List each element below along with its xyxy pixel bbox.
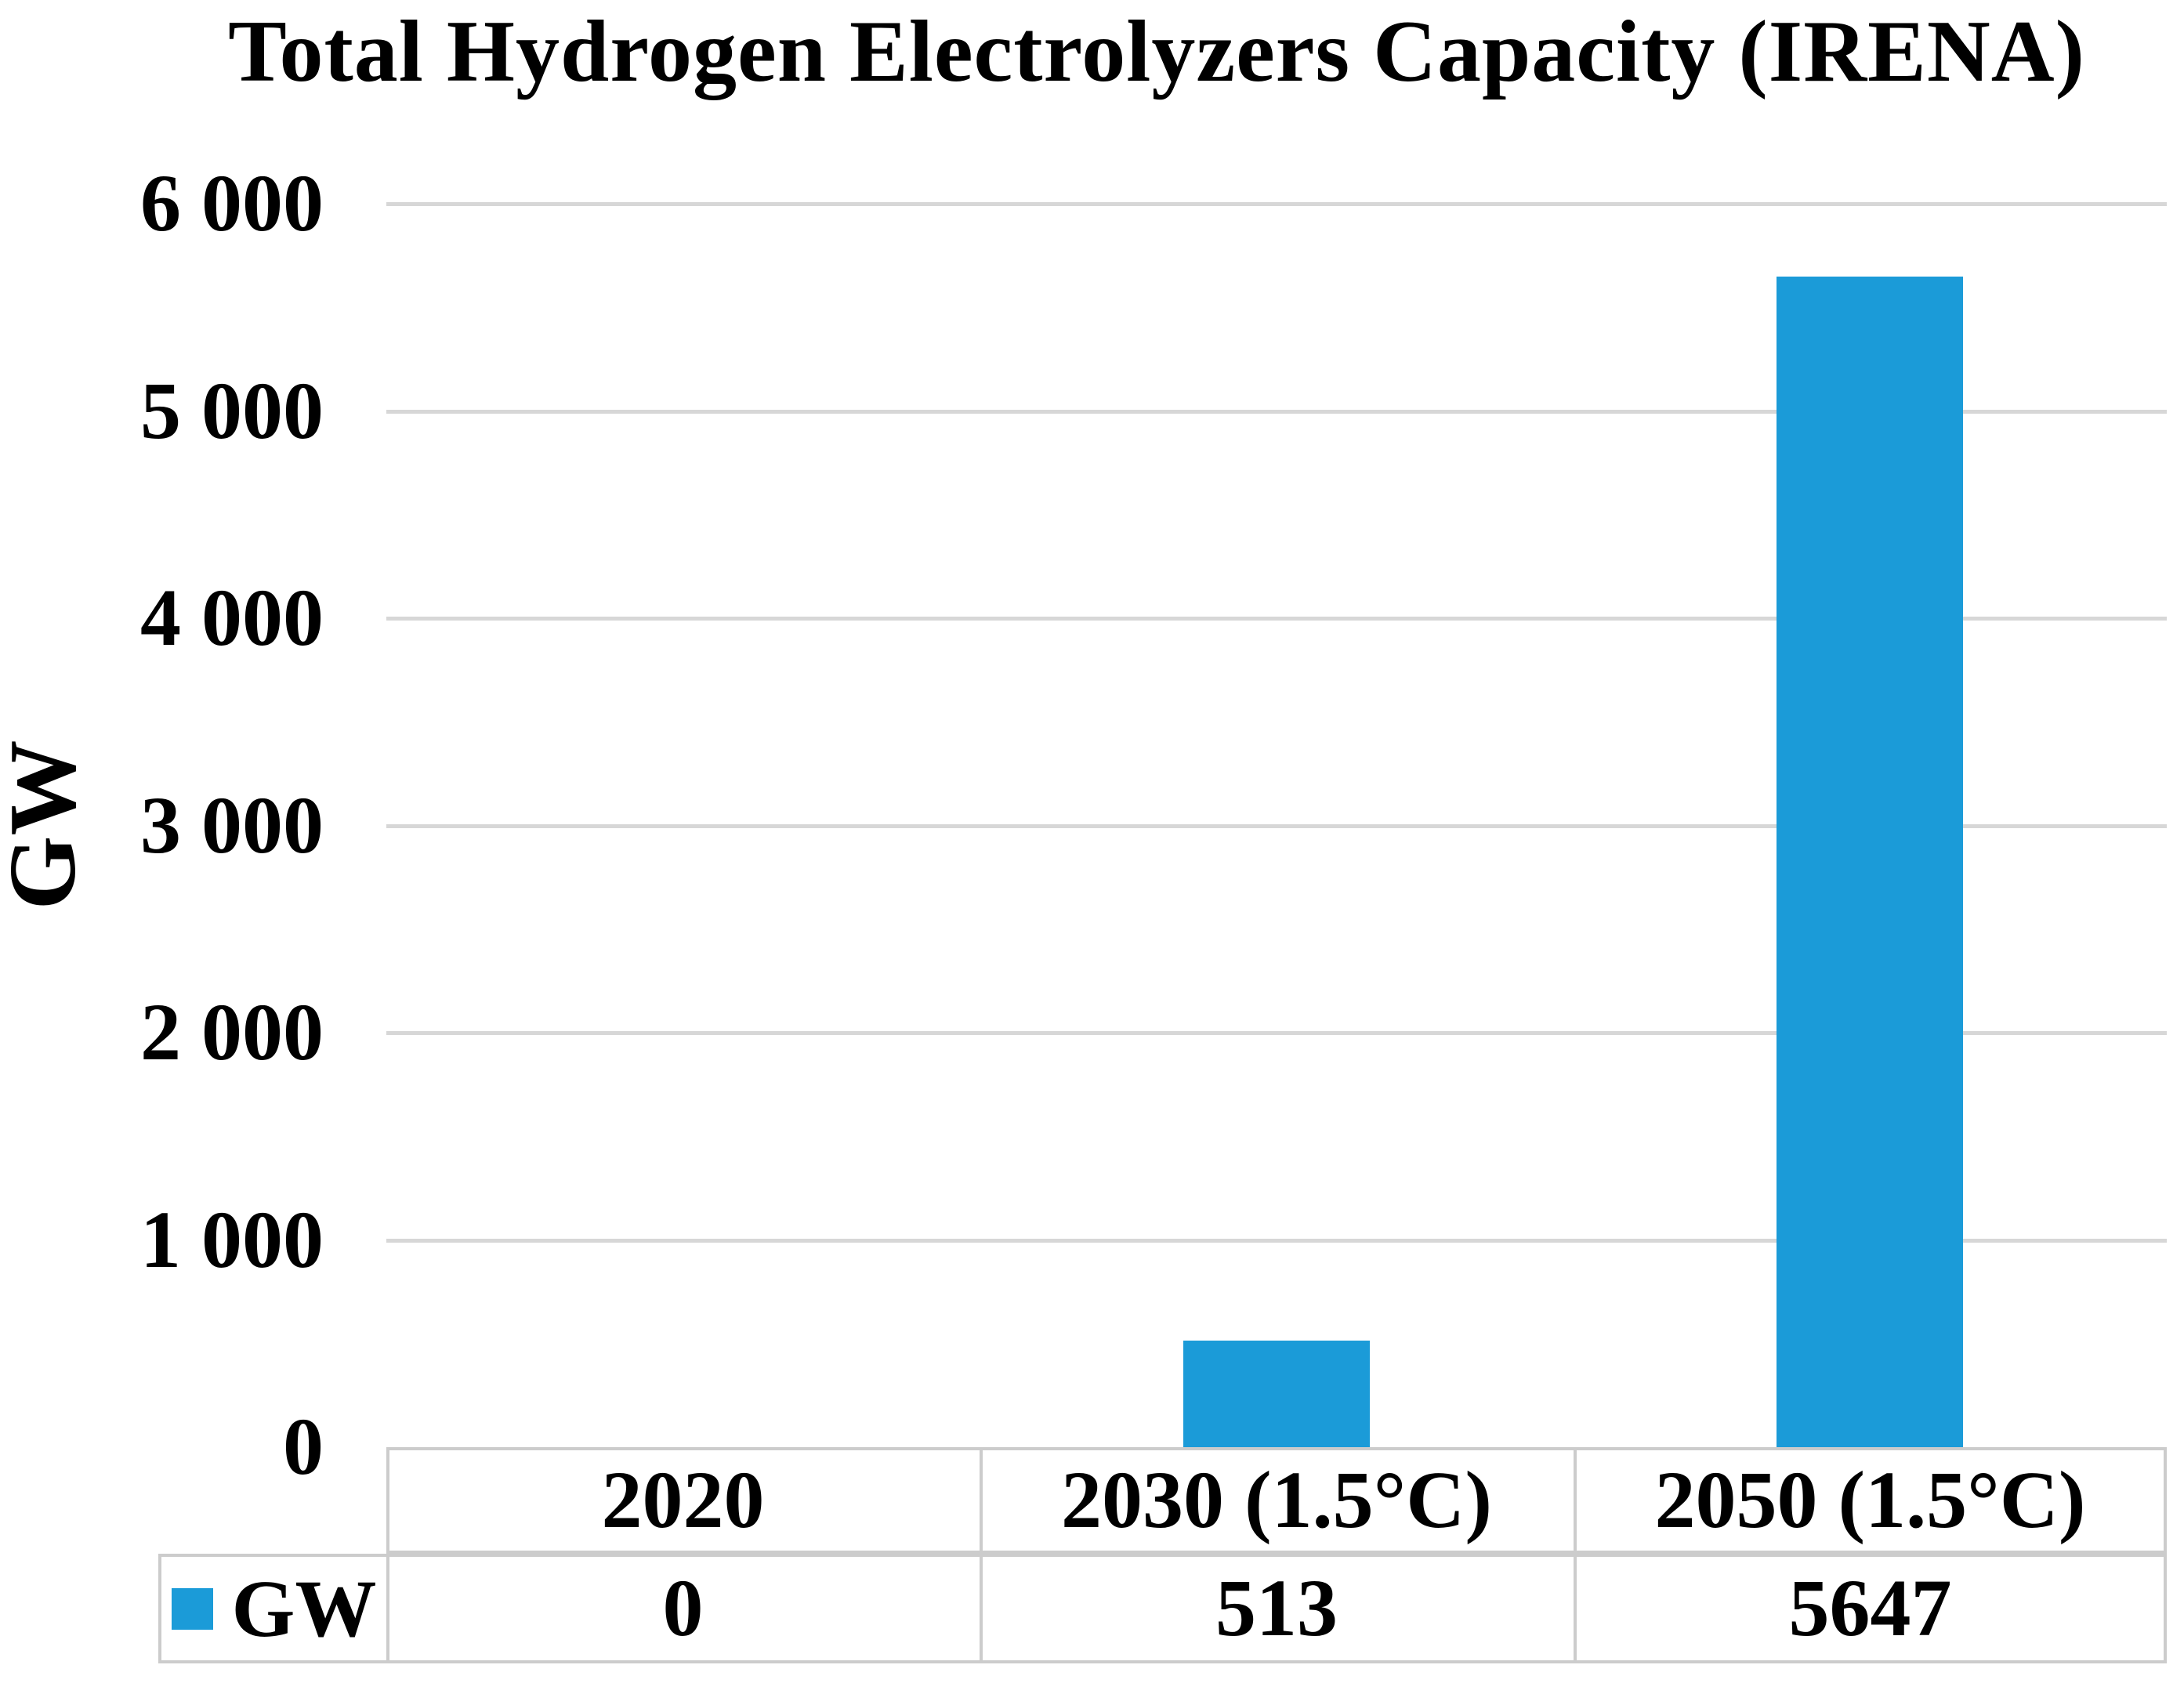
gridline-2000 bbox=[386, 1031, 2167, 1035]
chart-title: Total Hydrogen Electrolyzers Capacity (I… bbox=[228, 3, 2085, 100]
bar-2050-1-5-C- bbox=[1777, 277, 1963, 1447]
legend-label: GW bbox=[231, 1563, 377, 1654]
table-header-cell: 2050 (1.5°C) bbox=[1654, 1455, 2086, 1545]
table-value-cell: 5647 bbox=[1788, 1563, 1952, 1653]
table-divider bbox=[1574, 1450, 1577, 1551]
table-value-cell: 513 bbox=[1215, 1563, 1338, 1653]
y-tick-label: 0 bbox=[283, 1402, 324, 1492]
legend-cell: GW bbox=[161, 1557, 386, 1660]
bar-2030-1-5-C- bbox=[1183, 1341, 1370, 1447]
table-header-cell: 2030 (1.5°C) bbox=[1061, 1455, 1492, 1545]
table-value-cell: 0 bbox=[662, 1563, 704, 1653]
gridline-6000 bbox=[386, 202, 2167, 206]
gridline-3000 bbox=[386, 824, 2167, 828]
y-tick-label: 3 000 bbox=[140, 780, 324, 870]
y-tick-label: 2 000 bbox=[140, 987, 324, 1077]
table-header-cell: 2020 bbox=[601, 1455, 765, 1545]
table-divider bbox=[386, 1557, 389, 1660]
data-table-value-row bbox=[158, 1554, 2167, 1663]
table-divider bbox=[980, 1557, 983, 1660]
table-divider bbox=[980, 1450, 983, 1551]
data-table-header-row bbox=[386, 1447, 2167, 1554]
gridline-1000 bbox=[386, 1239, 2167, 1243]
y-tick-label: 4 000 bbox=[140, 573, 324, 663]
table-divider bbox=[1574, 1557, 1577, 1660]
y-tick-label: 5 000 bbox=[140, 366, 324, 456]
y-tick-label: 1 000 bbox=[140, 1195, 324, 1285]
gridline-4000 bbox=[386, 617, 2167, 621]
gridline-5000 bbox=[386, 410, 2167, 414]
legend-swatch-icon bbox=[171, 1587, 213, 1630]
y-tick-label: 6 000 bbox=[140, 158, 324, 248]
